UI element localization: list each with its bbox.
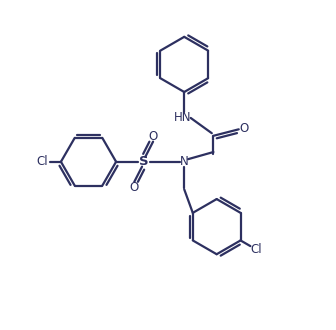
Text: N: N (180, 155, 188, 168)
Text: S: S (139, 155, 149, 168)
Text: Cl: Cl (251, 243, 262, 256)
Text: Cl: Cl (37, 155, 48, 168)
Text: HN: HN (174, 112, 191, 124)
Text: O: O (149, 130, 158, 143)
Text: O: O (129, 181, 138, 194)
Text: O: O (239, 122, 249, 135)
